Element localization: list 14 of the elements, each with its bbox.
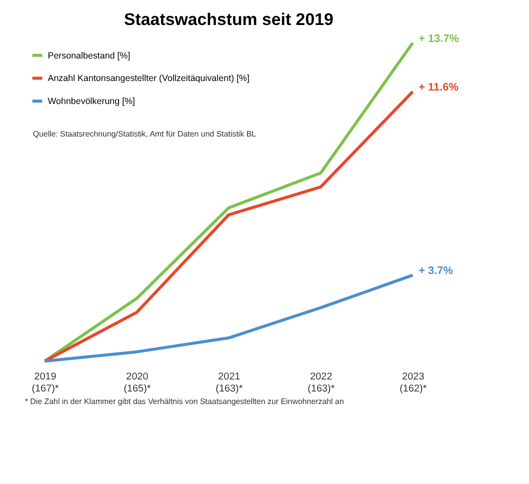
x-tick-label: 2021 (163)* bbox=[216, 372, 243, 394]
chart-title: Staatswachstum seit 2019 bbox=[124, 10, 334, 30]
x-tick-label: 2023 (162)* bbox=[400, 372, 427, 394]
legend-label: Personalbestand [%] bbox=[48, 50, 130, 60]
legend-label: Wohnbevölkerung [%] bbox=[48, 96, 136, 106]
x-tick-label: 2019 (167)* bbox=[32, 372, 59, 394]
data-label: + 11.6% bbox=[418, 82, 459, 94]
data-label: + 3.7% bbox=[418, 265, 454, 278]
data-label: + 13.7% bbox=[418, 32, 460, 45]
x-tick-label: 2022 (163)* bbox=[308, 372, 335, 394]
text: * Die Zahl in der Klammer gibt das Verhältnis von Staatsangestellten zur Einwohnerzahl an bbox=[24, 396, 344, 406]
legend-label: Anzahl Kantonsangestellter (Vollzeitäquivalent) [%] bbox=[48, 73, 250, 84]
x-tick-label: 2020 (165)* bbox=[124, 372, 151, 394]
annotation: Quelle: Staatsrechnung/Statistik, Amt für Daten und Statistik BL bbox=[32, 129, 257, 138]
